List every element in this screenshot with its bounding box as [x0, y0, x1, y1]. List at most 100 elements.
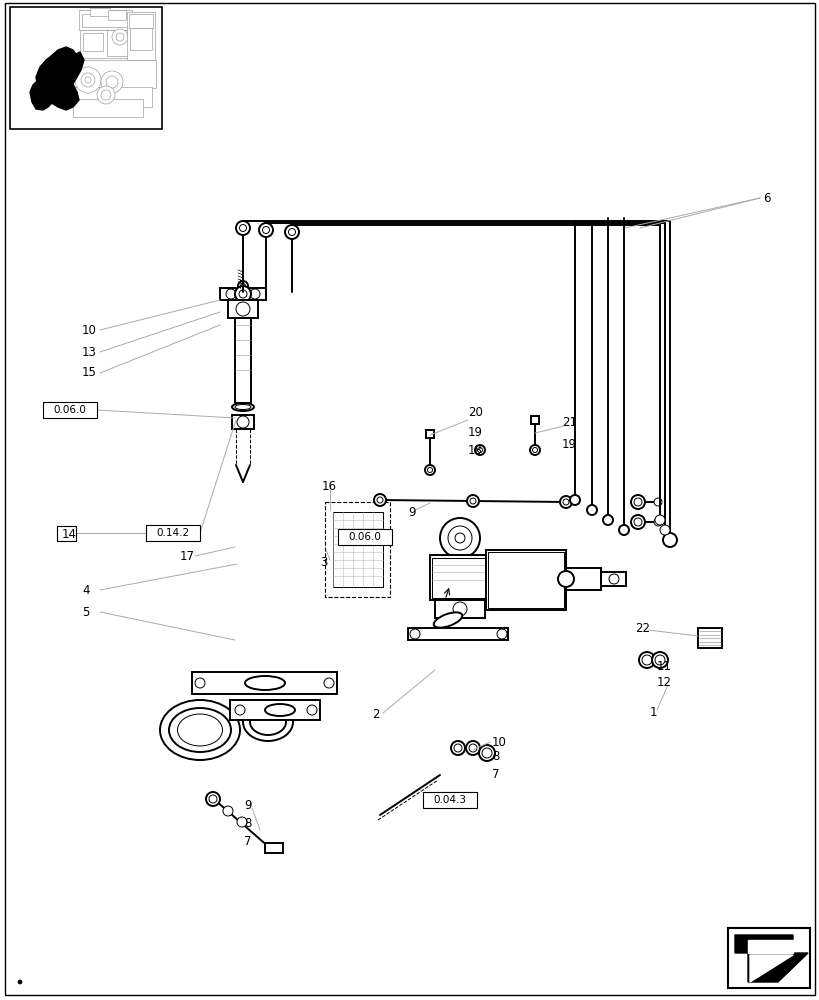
Text: 3: 3	[319, 556, 327, 568]
Circle shape	[455, 533, 464, 543]
Circle shape	[410, 629, 419, 639]
Text: 12: 12	[656, 676, 672, 690]
Circle shape	[209, 795, 217, 803]
Circle shape	[478, 745, 495, 761]
Text: 21: 21	[561, 416, 577, 428]
Bar	[82, 14, 128, 27]
Circle shape	[440, 518, 479, 558]
Circle shape	[235, 286, 251, 302]
Circle shape	[465, 741, 479, 755]
Circle shape	[474, 445, 484, 455]
Bar	[408, 628, 508, 640]
Circle shape	[306, 705, 317, 715]
Polygon shape	[36, 47, 84, 110]
Polygon shape	[747, 940, 792, 953]
Ellipse shape	[242, 703, 292, 741]
Bar	[265, 843, 283, 853]
Circle shape	[237, 817, 247, 827]
Bar	[229, 700, 319, 720]
Bar	[333, 512, 382, 587]
Bar	[79, 10, 132, 30]
Text: 4: 4	[82, 584, 89, 596]
Circle shape	[477, 448, 482, 452]
Ellipse shape	[232, 403, 254, 411]
Bar	[108, 10, 126, 20]
Bar	[727, 928, 809, 988]
Bar	[90, 8, 110, 16]
Circle shape	[469, 498, 475, 504]
Polygon shape	[30, 80, 56, 110]
Circle shape	[240, 284, 245, 288]
Text: 0.14.2: 0.14.2	[156, 528, 189, 538]
Text: 2: 2	[372, 708, 379, 722]
Text: 16: 16	[322, 481, 337, 493]
Circle shape	[467, 495, 478, 507]
Circle shape	[81, 73, 95, 87]
Text: 18: 18	[468, 444, 482, 456]
Bar	[429, 555, 490, 600]
Circle shape	[238, 290, 247, 298]
Circle shape	[75, 67, 101, 93]
Text: 11: 11	[656, 660, 672, 674]
Circle shape	[115, 33, 124, 41]
Circle shape	[651, 652, 667, 668]
Bar	[232, 415, 254, 429]
Ellipse shape	[177, 714, 222, 746]
Circle shape	[496, 629, 506, 639]
Bar	[80, 30, 138, 58]
Text: 0.04.3: 0.04.3	[433, 795, 466, 805]
Circle shape	[97, 86, 115, 104]
Bar	[426, 430, 433, 438]
Circle shape	[427, 468, 432, 473]
Polygon shape	[734, 935, 807, 982]
Circle shape	[236, 302, 250, 316]
Circle shape	[654, 518, 661, 526]
Text: 6: 6	[762, 192, 770, 205]
Text: 14: 14	[62, 528, 77, 540]
Bar	[531, 416, 538, 424]
Text: 5: 5	[82, 605, 89, 618]
Text: 19: 19	[468, 426, 482, 438]
Circle shape	[450, 741, 464, 755]
Bar	[70, 87, 152, 107]
Circle shape	[633, 518, 641, 526]
Bar	[219, 288, 265, 300]
Text: 17: 17	[180, 550, 195, 562]
Circle shape	[239, 225, 247, 232]
Ellipse shape	[698, 630, 720, 646]
Circle shape	[236, 221, 250, 235]
Circle shape	[638, 652, 654, 668]
Text: 9: 9	[244, 799, 251, 812]
Circle shape	[288, 229, 295, 235]
Circle shape	[482, 748, 491, 758]
Circle shape	[602, 515, 613, 525]
Ellipse shape	[250, 709, 286, 735]
Text: 9: 9	[408, 506, 415, 520]
Bar	[600, 572, 625, 586]
Text: 0.06.0: 0.06.0	[348, 532, 381, 542]
Circle shape	[569, 495, 579, 505]
Circle shape	[641, 655, 651, 665]
Circle shape	[206, 792, 219, 806]
Text: 1: 1	[649, 706, 657, 720]
Text: 7: 7	[491, 768, 499, 781]
Text: 10: 10	[491, 736, 506, 748]
Circle shape	[663, 533, 676, 547]
Circle shape	[447, 526, 472, 550]
Circle shape	[238, 281, 247, 291]
Circle shape	[452, 602, 467, 616]
Bar	[130, 28, 152, 50]
Bar	[337, 529, 391, 545]
Circle shape	[654, 498, 661, 506]
Circle shape	[468, 744, 477, 752]
Circle shape	[586, 505, 596, 515]
Circle shape	[226, 289, 236, 299]
Text: 10: 10	[82, 324, 97, 336]
Circle shape	[631, 515, 645, 529]
Bar	[486, 550, 565, 610]
Bar	[423, 792, 477, 808]
Text: 8: 8	[491, 750, 499, 764]
Circle shape	[101, 90, 111, 100]
Bar	[487, 552, 563, 608]
Text: 13: 13	[82, 346, 97, 359]
